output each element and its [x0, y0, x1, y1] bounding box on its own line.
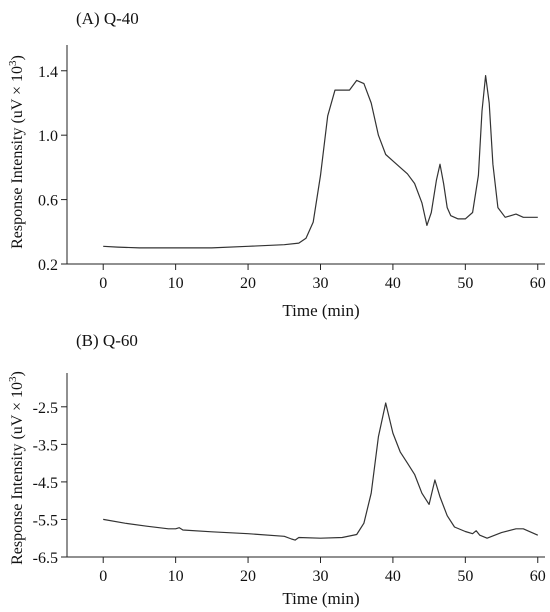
panel-a-plot — [66, 45, 545, 265]
panel-b-y-axis-label: Response Intensity (uV × 103) — [7, 371, 26, 565]
panel-a-x-tick-label: 0 — [99, 275, 107, 292]
panel-b: (B) Q-60 Response Intensity (uV × 103) T… — [7, 331, 546, 608]
panel-b-y-tick-label: -3.5 — [33, 437, 58, 454]
panel-b-x-tick-label: 60 — [530, 568, 546, 585]
panel-b-title: (B) Q-60 — [76, 331, 138, 350]
panel-a-x-axis-label: Time (min) — [282, 301, 359, 320]
panel-a-y-tick-label: 1.4 — [38, 64, 58, 81]
panel-a-x-tick-label: 30 — [312, 275, 328, 292]
panel-a-x-tick-label: 10 — [168, 275, 184, 292]
panel-a-y-axis-label: Response Intensity (uV × 103) — [7, 55, 26, 249]
panel-b-x-tick-label: 20 — [240, 568, 256, 585]
panel-a-y-tick-label: 0.2 — [38, 257, 58, 274]
panel-b-x-tick-label: 30 — [312, 568, 328, 585]
panel-b-ticks: 0 10 20 30 40 50 60 -6.5 -5.5 -4.5 -3.5 -2.5 — [33, 400, 546, 585]
panel-b-plot — [66, 373, 545, 558]
panel-a-title: (A) Q-40 — [76, 9, 139, 28]
panel-b-x-tick-label: 0 — [99, 568, 107, 585]
panel-b-x-tick-label: 40 — [385, 568, 401, 585]
panel-a-series-line — [103, 74, 538, 249]
panel-a-y-tick-label: 1.0 — [38, 128, 58, 145]
panel-a: (A) Q-40 Response Intensity (uV × 103) T… — [7, 9, 546, 320]
panel-b-y-tick-label: -6.5 — [33, 550, 58, 567]
panel-a-x-tick-label: 40 — [385, 275, 401, 292]
panel-b-y-tick-label: -5.5 — [33, 512, 58, 529]
panel-a-x-tick-label: 50 — [457, 275, 473, 292]
panel-b-x-axis-label: Time (min) — [282, 589, 359, 608]
panel-a-x-tick-label: 20 — [240, 275, 256, 292]
panel-b-y-tick-label: -2.5 — [33, 400, 58, 417]
panel-a-y-tick-label: 0.6 — [38, 193, 58, 210]
panel-b-series-line — [103, 402, 539, 541]
panel-a-x-tick-label: 60 — [530, 275, 546, 292]
panel-b-x-tick-label: 10 — [168, 568, 184, 585]
panel-b-x-tick-label: 50 — [457, 568, 473, 585]
panel-a-ticks: 0 10 20 30 40 50 60 0.2 0.6 1.0 1.4 — [38, 64, 546, 292]
panel-b-y-tick-label: -4.5 — [33, 475, 58, 492]
